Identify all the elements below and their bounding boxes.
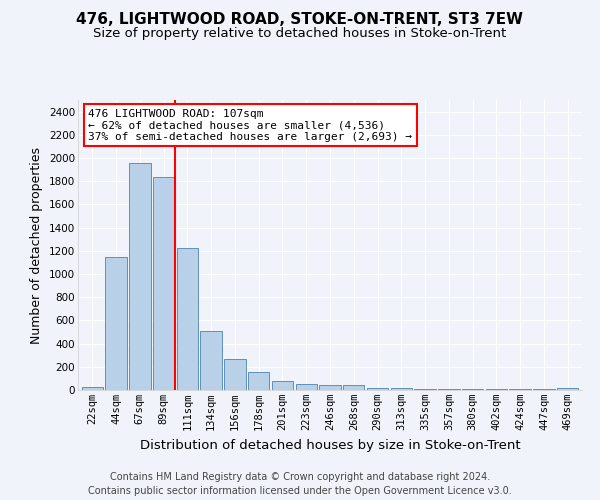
Bar xyxy=(391,388,412,390)
Bar xyxy=(272,380,293,390)
Bar xyxy=(153,176,174,390)
Bar xyxy=(462,389,484,390)
Bar xyxy=(129,162,151,390)
Bar xyxy=(438,389,460,390)
Bar xyxy=(486,389,507,390)
Bar xyxy=(82,386,103,390)
Bar xyxy=(224,360,245,390)
Text: 476, LIGHTWOOD ROAD, STOKE-ON-TRENT, ST3 7EW: 476, LIGHTWOOD ROAD, STOKE-ON-TRENT, ST3… xyxy=(77,12,523,28)
Text: Contains public sector information licensed under the Open Government Licence v3: Contains public sector information licen… xyxy=(88,486,512,496)
Bar xyxy=(509,389,531,390)
Bar xyxy=(415,388,436,390)
Bar xyxy=(296,384,317,390)
Bar xyxy=(557,388,578,390)
Bar xyxy=(319,385,341,390)
Y-axis label: Number of detached properties: Number of detached properties xyxy=(31,146,43,344)
Text: Contains HM Land Registry data © Crown copyright and database right 2024.: Contains HM Land Registry data © Crown c… xyxy=(110,472,490,482)
Bar xyxy=(533,389,554,390)
Bar xyxy=(367,388,388,390)
Text: 476 LIGHTWOOD ROAD: 107sqm
← 62% of detached houses are smaller (4,536)
37% of s: 476 LIGHTWOOD ROAD: 107sqm ← 62% of deta… xyxy=(88,108,412,142)
Bar xyxy=(248,372,269,390)
Bar xyxy=(343,386,364,390)
Bar xyxy=(176,248,198,390)
Bar xyxy=(200,331,222,390)
Bar xyxy=(106,256,127,390)
X-axis label: Distribution of detached houses by size in Stoke-on-Trent: Distribution of detached houses by size … xyxy=(140,438,520,452)
Text: Size of property relative to detached houses in Stoke-on-Trent: Size of property relative to detached ho… xyxy=(94,28,506,40)
